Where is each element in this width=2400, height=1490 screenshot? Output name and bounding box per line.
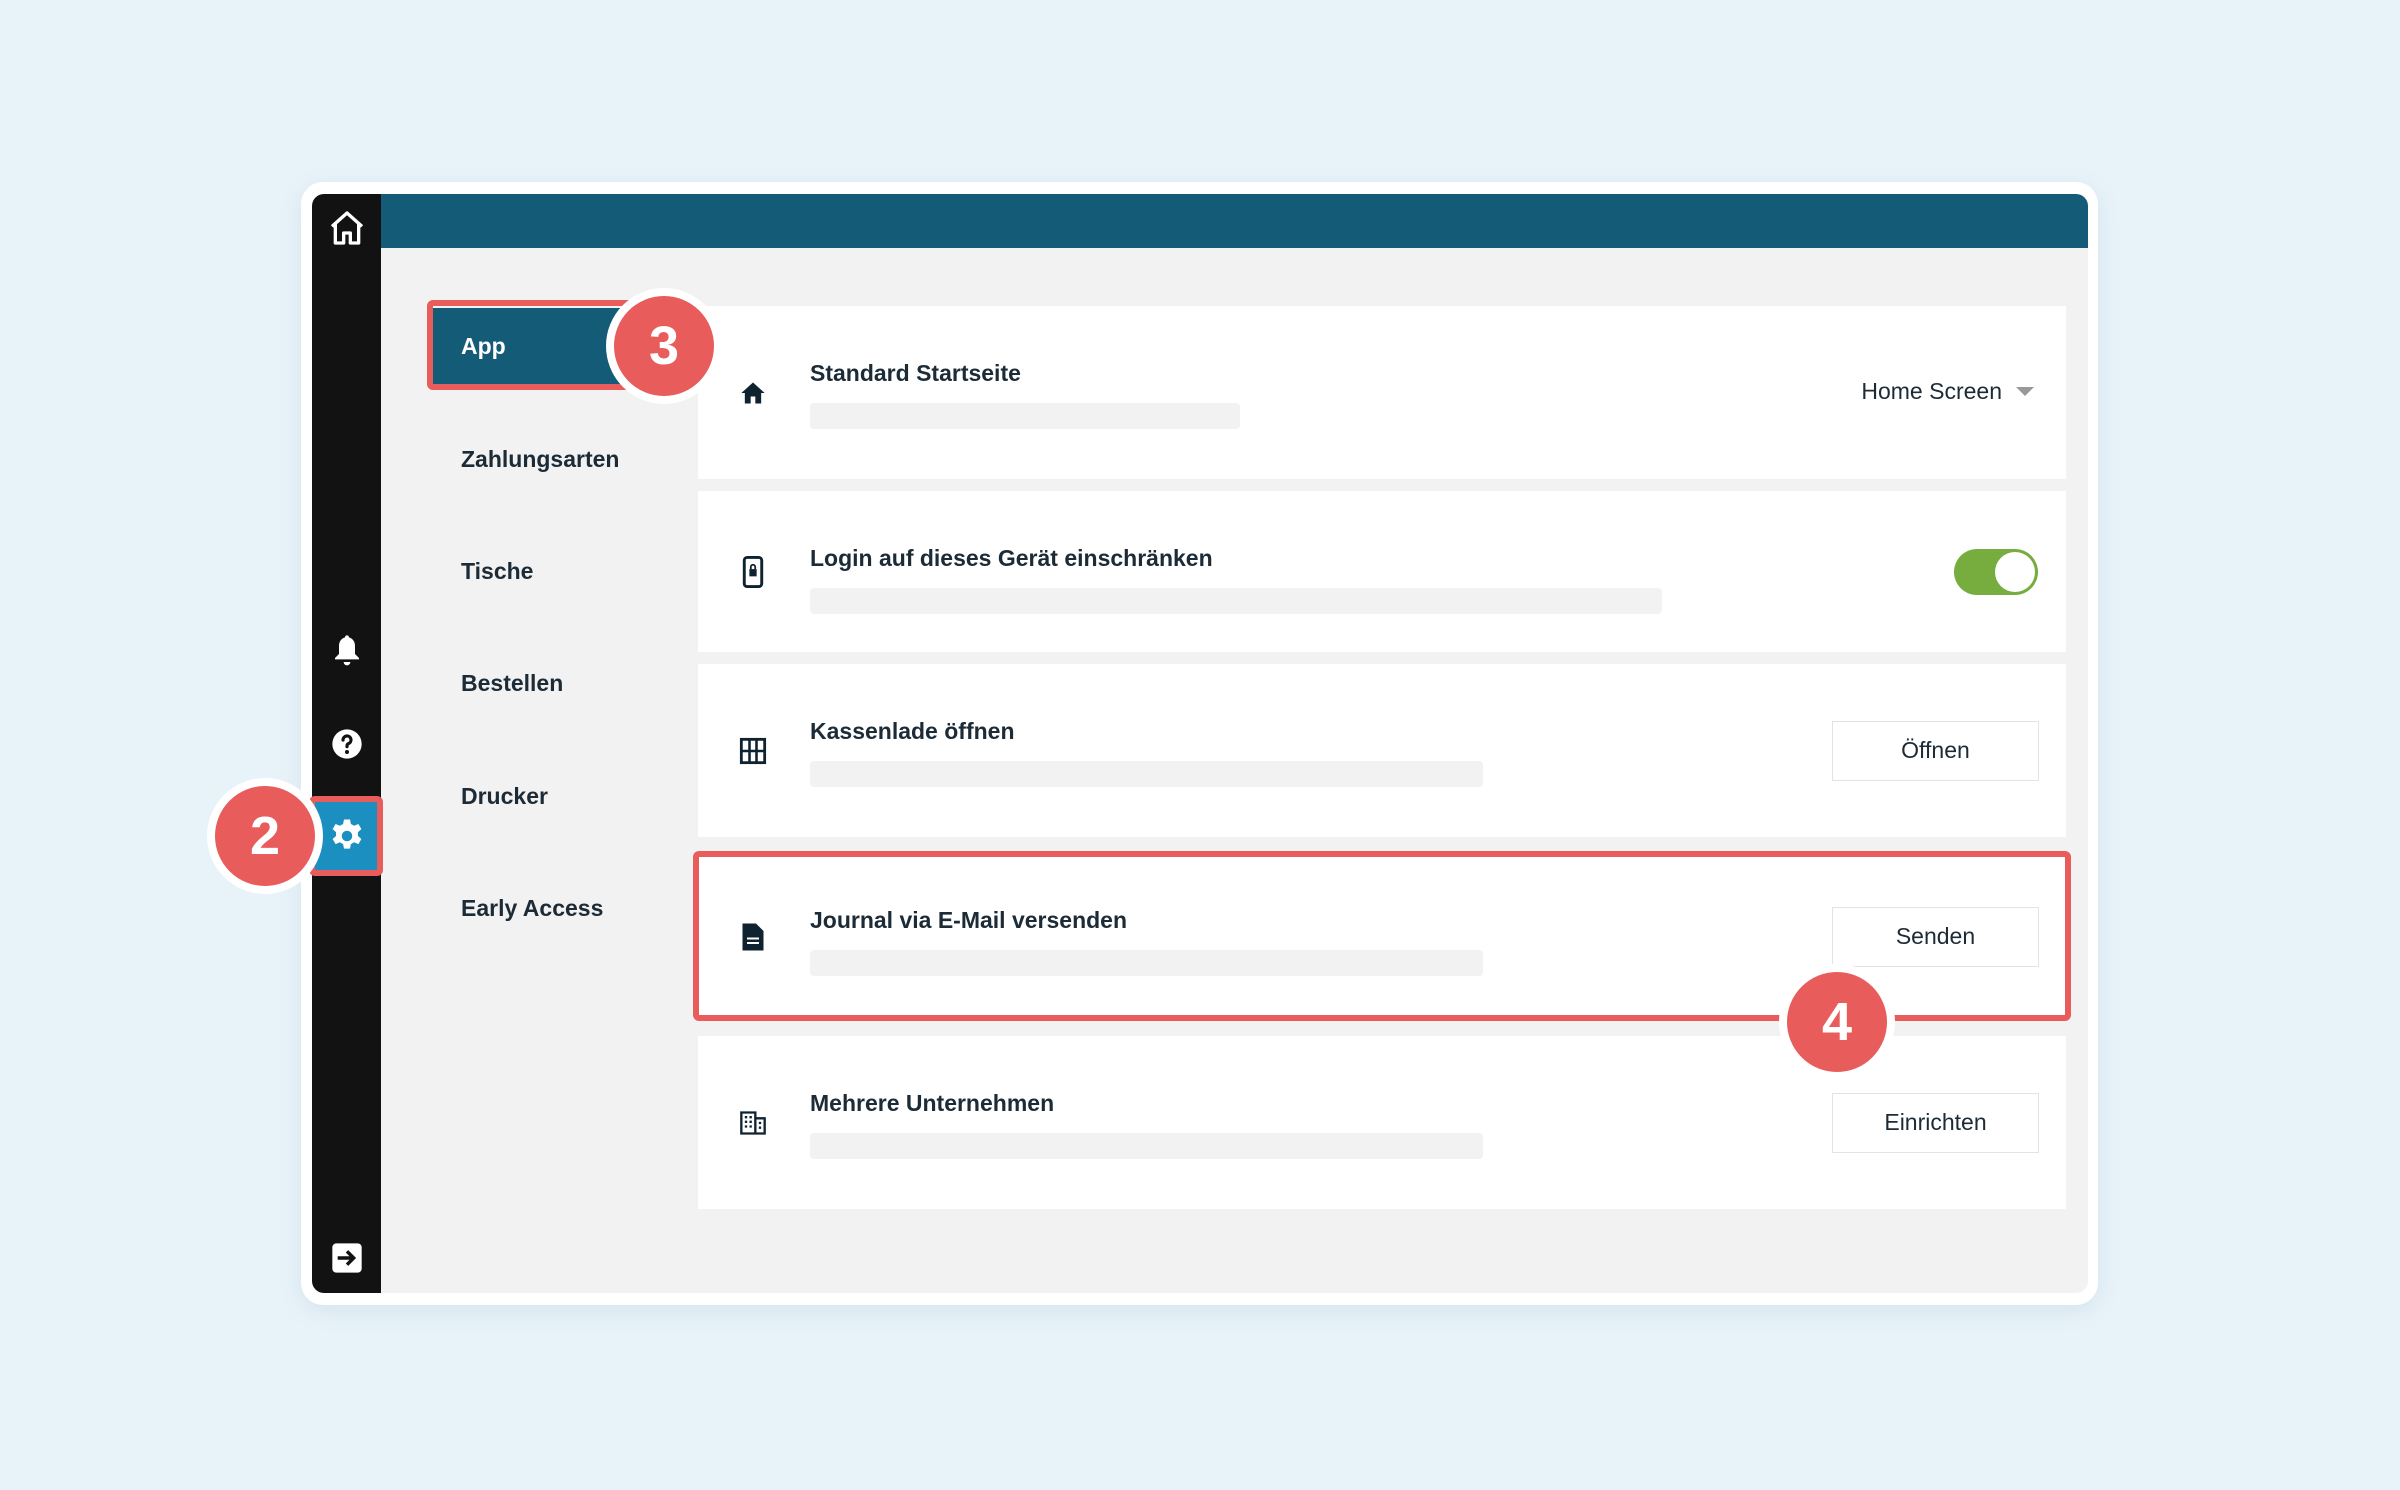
description-placeholder [810,950,1483,976]
setting-row-journal-email: Journal via E-Mail versenden Senden [698,857,2066,1016]
nav-item-bestellen[interactable]: Bestellen [461,670,564,696]
phone-lock-icon [738,555,768,588]
setting-row-login-restrict: Login auf dieses Gerät einschränken [698,491,2066,652]
setting-row-start-page: Standard Startseite Home Screen [698,306,2066,479]
description-placeholder [810,1133,1483,1159]
highlight-journal-row [693,851,2071,1021]
setting-title: Standard Startseite [810,360,1021,386]
caret-down-icon [2016,387,2034,396]
settings-gear-button[interactable] [312,802,381,870]
app-window: App Zahlungsarten Tische Bestellen Druck… [312,194,2088,1293]
step-badge-3: 3 [606,288,722,404]
description-placeholder [810,761,1483,787]
step-badge-4: 4 [1779,964,1895,1080]
home-icon[interactable] [312,206,381,250]
document-icon [738,922,768,952]
setting-title: Mehrere Unternehmen [810,1090,1055,1116]
nav-item-drucker[interactable]: Drucker [461,783,548,809]
nav-item-tische[interactable]: Tische [461,558,534,584]
nav-item-zahlungsarten[interactable]: Zahlungsarten [461,446,620,472]
setting-title: Journal via E-Mail versenden [810,907,1128,933]
help-icon[interactable] [312,722,381,766]
sidebar [312,194,381,1293]
nav-item-early-access[interactable]: Early Access [461,895,604,921]
open-drawer-button[interactable]: Öffnen [1832,720,2039,781]
setup-companies-button[interactable]: Einrichten [1832,1092,2039,1153]
step-badge-2: 2 [207,778,323,894]
gear-icon [332,819,361,849]
toggle-knob [1995,552,2035,592]
description-placeholder [810,403,1240,429]
home-icon [738,378,768,408]
start-page-dropdown[interactable]: Home Screen [1861,378,2034,405]
login-restrict-toggle[interactable] [1954,549,2038,595]
building-icon [738,1108,768,1138]
bell-icon[interactable] [312,628,381,672]
nav-label: App [461,332,506,359]
grid-icon [738,736,768,766]
send-journal-button[interactable]: Senden [1832,906,2039,967]
setting-row-cash-drawer: Kassenlade öffnen Öffnen [698,664,2066,837]
nav-item-app[interactable]: App [433,308,637,384]
top-bar [381,194,2088,248]
description-placeholder [810,588,1662,614]
dropdown-value: Home Screen [1861,378,2002,404]
logout-icon[interactable] [312,1238,381,1278]
setting-title: Kassenlade öffnen [810,718,1015,744]
setting-title: Login auf dieses Gerät einschränken [810,545,1213,571]
